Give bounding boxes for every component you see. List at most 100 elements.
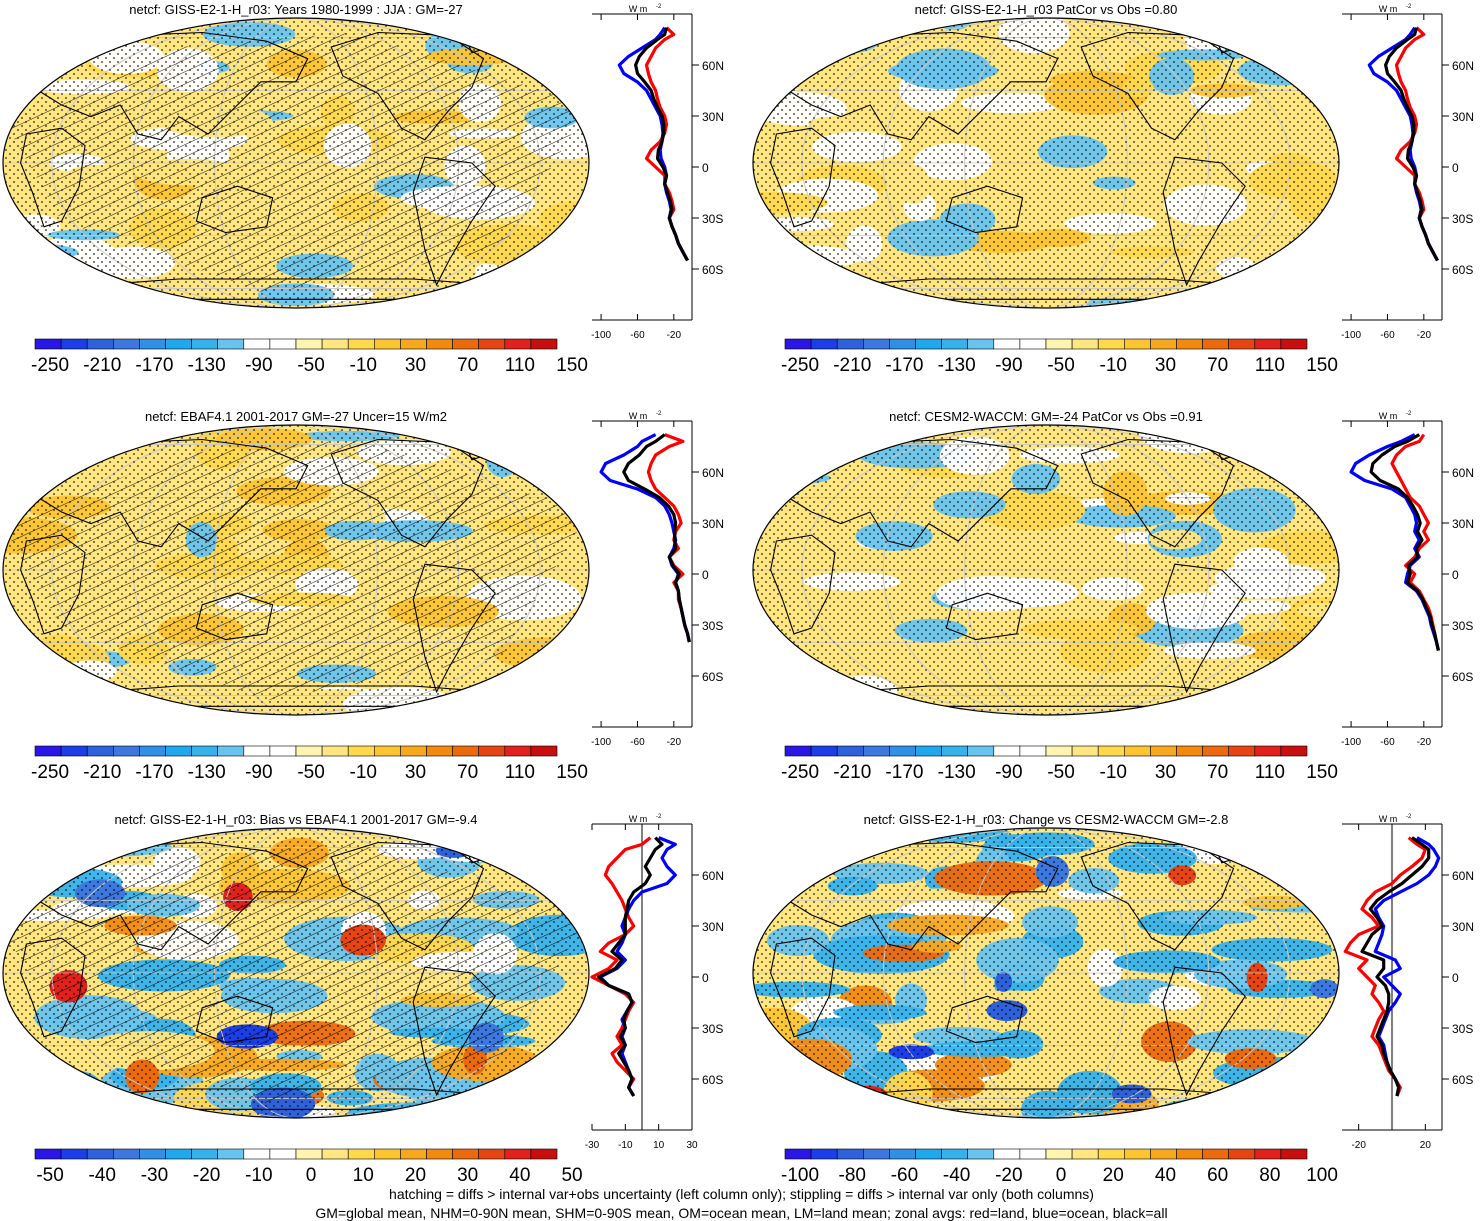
- coastline: [195, 995, 274, 1044]
- panel-title: netcf: GISS-E2-1-H_r03: Change vs CESM2-…: [864, 812, 1229, 827]
- colorbar-swatch: [836, 1148, 864, 1160]
- colorbar-swatch: [1045, 1148, 1073, 1160]
- colorbar-swatch: [243, 745, 271, 757]
- colorbar-label: 30: [405, 355, 426, 376]
- colorbar-swatch: [34, 745, 62, 757]
- coastline: [20, 534, 86, 635]
- colorbar-swatch: [810, 338, 838, 350]
- hatch-overlay: [3, 842, 589, 1104]
- zonal-lat-label: 60N: [702, 59, 724, 73]
- zonal-x-label: -10: [618, 1140, 633, 1151]
- colorbar-swatch: [915, 745, 942, 757]
- zonal-lat-label: 30N: [1452, 110, 1474, 124]
- colorbar-swatch: [426, 1148, 453, 1160]
- colorbar-label: -10: [1100, 762, 1127, 783]
- colorbar-swatch: [1045, 745, 1073, 757]
- zonal-lat-label: 60N: [1452, 869, 1474, 883]
- zonal-lat-label: 60N: [1452, 59, 1474, 73]
- zonal-unit: W m: [629, 814, 648, 824]
- zonal-unit-exponent: -2: [656, 411, 662, 417]
- colorbar-label: -50: [1047, 355, 1074, 376]
- map-border: [2, 17, 590, 309]
- zonal-lat-label: 0: [702, 971, 709, 985]
- coastline: [37, 31, 309, 141]
- colorbar-label: -80: [839, 1165, 866, 1186]
- zonal-lat-label: 60S: [702, 263, 723, 277]
- colorbar-swatch: [139, 745, 166, 757]
- panel-title: netcf: EBAF4.1 2001-2017 GM=-27 Uncer=15…: [145, 409, 447, 424]
- zonal-x-label: -20: [1417, 737, 1432, 748]
- coastline: [945, 592, 1024, 641]
- colorbar-label: -90: [245, 762, 272, 783]
- colorbar-swatch: [1019, 745, 1047, 757]
- panel-4: netcf: CESM2-WACCM: GM=-24 PatCor vs Obs…: [752, 409, 1474, 783]
- coastline: [770, 127, 836, 228]
- colorbar-swatch: [165, 1148, 192, 1160]
- zonal-lat-label: 0: [1452, 568, 1459, 582]
- map-field: [3, 425, 589, 715]
- colorbar-swatch: [34, 1148, 62, 1160]
- colorbar-swatch: [400, 745, 427, 757]
- colorbar-swatch: [889, 338, 916, 350]
- colorbar-label: -170: [135, 762, 173, 783]
- zonal-x-label: -60: [1380, 737, 1395, 748]
- colorbar-label: 20: [1103, 1165, 1124, 1186]
- hatch-overlay: [3, 32, 589, 294]
- colorbar-label: -10: [350, 762, 377, 783]
- zonal-lat-label: 60S: [702, 670, 723, 684]
- colorbar-swatch: [452, 338, 480, 350]
- colorbar-label: -210: [833, 355, 871, 376]
- map-border: [752, 424, 1340, 716]
- colorbar-label: 70: [1207, 355, 1228, 376]
- map-blob: [1301, 248, 1339, 289]
- colorbar-label: -250: [31, 762, 69, 783]
- colorbar-swatch: [1071, 745, 1099, 757]
- footnote-line-2: GM=global mean, NHM=0-90N mean, SHM=0-90…: [315, 1205, 1168, 1221]
- colorbar-label: 30: [457, 1165, 478, 1186]
- coastline: [1162, 966, 1246, 1097]
- zonal-lat-label: 60N: [702, 869, 724, 883]
- colorbar-label: -130: [938, 762, 976, 783]
- zonal-unit-exponent: -2: [1406, 4, 1412, 10]
- colorbar-swatch: [1228, 338, 1256, 350]
- colorbar-label: -40: [943, 1165, 970, 1186]
- colorbar-swatch: [1254, 1148, 1282, 1160]
- colorbar-label: -60: [891, 1165, 918, 1186]
- zonal-curve-ocean: [1367, 26, 1439, 262]
- panel-6: netcf: GISS-E2-1-H_r03: Change vs CESM2-…: [752, 812, 1474, 1186]
- map-blob: [753, 1087, 832, 1118]
- panels-layer: netcf: GISS-E2-1-H_r03: Years 1980-1999 …: [2, 2, 1474, 1186]
- zonal-curve-ocean: [598, 836, 677, 1097]
- map-blob: [830, 828, 862, 843]
- colorbar-swatch: [1071, 338, 1099, 350]
- zonal-x-label: -20: [1351, 1140, 1366, 1151]
- footnote-line-1: hatching = diffs > internal var+obs unce…: [389, 1186, 1094, 1202]
- zonal-unit: W m: [1379, 814, 1398, 824]
- zonal-x-label: -100: [591, 737, 611, 748]
- colorbar-label: -20: [193, 1165, 220, 1186]
- colorbar-swatch: [60, 338, 88, 350]
- zonal-curve-all: [1383, 27, 1439, 262]
- colorbar-swatch: [1124, 1148, 1151, 1160]
- zonal-unit: W m: [629, 4, 648, 14]
- map-blob: [65, 1094, 131, 1111]
- colorbar-swatch: [862, 1148, 890, 1160]
- colorbar-label: 20: [405, 1165, 426, 1186]
- hatch-region: [3, 32, 589, 294]
- colorbar-label: -10: [1100, 355, 1127, 376]
- colorbar-label: 110: [505, 355, 535, 376]
- colorbar-swatch: [1124, 745, 1151, 757]
- colorbar-label: -90: [995, 355, 1022, 376]
- colorbar-swatch: [504, 1148, 532, 1160]
- colorbar-swatch: [784, 338, 812, 350]
- stipple-overlay: [753, 18, 1339, 308]
- colorbar-label: 40: [509, 1165, 530, 1186]
- zonal-x-label: -60: [1380, 330, 1395, 341]
- zonal-lat-label: 30N: [702, 920, 724, 934]
- colorbar-swatch: [60, 1148, 88, 1160]
- colorbar-label: -10: [350, 355, 377, 376]
- map-blob: [753, 293, 786, 308]
- map-blob: [24, 1108, 136, 1118]
- colorbar-label: 110: [1255, 355, 1285, 376]
